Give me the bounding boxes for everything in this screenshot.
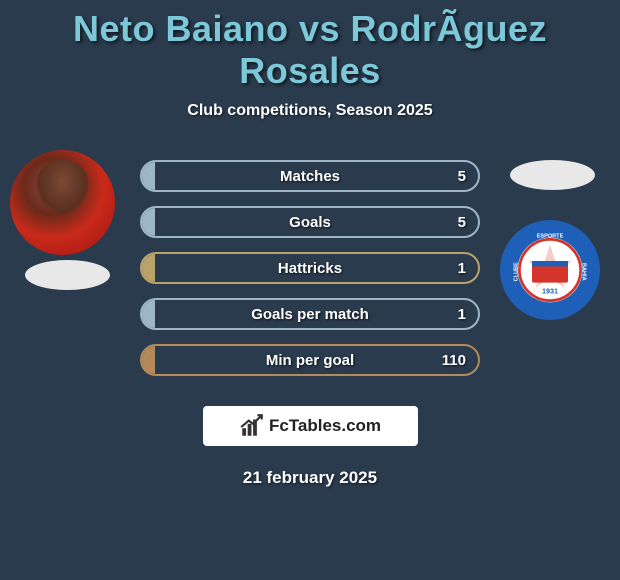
stat-bar-label: Min per goal [142, 346, 478, 374]
footer-date: 21 february 2025 [0, 468, 620, 488]
stat-bar: Goals per match1 [140, 298, 480, 330]
svg-text:CLUBE: CLUBE [514, 262, 520, 281]
stat-bar-label: Matches [142, 162, 478, 190]
stat-bar-value: 5 [458, 162, 466, 190]
svg-text:ESPORTE: ESPORTE [537, 234, 564, 240]
comparison-title: Neto Baiano vs RodrÃ­guez Rosales [0, 8, 620, 92]
stat-bar: Hattricks1 [140, 252, 480, 284]
stat-bars: Matches5Goals5Hattricks1Goals per match1… [140, 160, 480, 376]
brand-logo-box: FcTables.com [203, 406, 418, 446]
stat-bar-value: 5 [458, 208, 466, 236]
stat-bar: Min per goal110 [140, 344, 480, 376]
content-area: 1931 ESPORTE CLUBE BAHIA Matches5Goals5H… [0, 160, 620, 488]
player-left-avatar [10, 150, 115, 255]
stat-bar-label: Goals [142, 208, 478, 236]
svg-text:BAHIA: BAHIA [580, 263, 586, 281]
club-right-badge: 1931 ESPORTE CLUBE BAHIA [500, 220, 600, 320]
stat-bar-value: 110 [442, 346, 466, 374]
brand-text: FcTables.com [269, 416, 381, 436]
stat-bar-label: Hattricks [142, 254, 478, 282]
stat-bar: Goals5 [140, 206, 480, 238]
stat-bar: Matches5 [140, 160, 480, 192]
stat-bar-label: Goals per match [142, 300, 478, 328]
stat-bar-value: 1 [458, 300, 466, 328]
club-left-placeholder [25, 260, 110, 290]
club-badge-icon: 1931 ESPORTE CLUBE BAHIA [505, 225, 595, 315]
player-right-placeholder [510, 160, 595, 190]
chart-icon [239, 413, 265, 439]
svg-text:1931: 1931 [542, 286, 558, 295]
infographic-container: Neto Baiano vs RodrÃ­guez Rosales Club c… [0, 0, 620, 488]
comparison-subtitle: Club competitions, Season 2025 [0, 102, 620, 120]
stat-bar-value: 1 [458, 254, 466, 282]
